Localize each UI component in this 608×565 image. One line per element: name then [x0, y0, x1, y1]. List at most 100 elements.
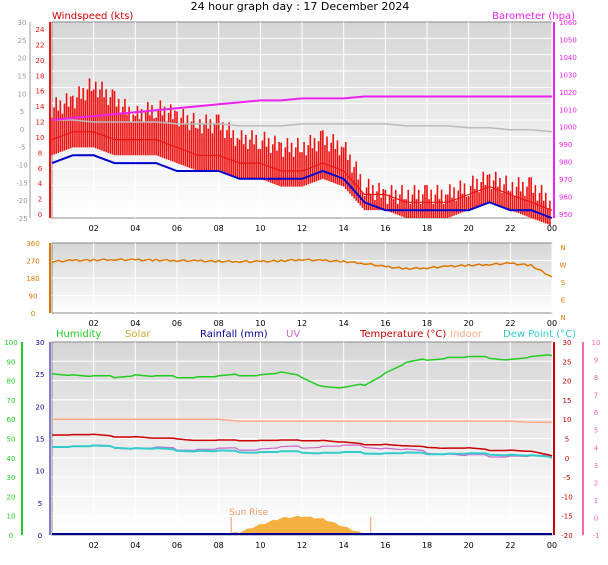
direction-panel-x-tick-label: 08 [214, 319, 224, 328]
direction-compass-label: N [560, 244, 565, 252]
uv-legend-label: UV [286, 329, 300, 340]
humidity-tick-label: 90 [7, 358, 16, 366]
wind-tick-label: 10 [36, 134, 45, 142]
direction-panel-x-tick-label: 20 [464, 319, 474, 328]
barometer-line [51, 95, 552, 121]
humidity-tick-label: 30 [7, 474, 16, 482]
outer-left-tick-label: -15 [16, 179, 27, 187]
rain-tick-label: 5 [38, 500, 42, 508]
humidity-tick-label: 0 [9, 532, 13, 540]
temperature-line [52, 433, 553, 457]
temp-tick-label: 20 [563, 378, 572, 386]
wind-tick-label: 22 [36, 41, 45, 49]
direction-panel-x-tick-label: 18 [422, 319, 432, 328]
wind-panel-x-tick-label: 02 [89, 224, 99, 233]
dew-point-line [52, 444, 553, 459]
direction-panel-x-tick-label: 02 [89, 319, 99, 328]
direction-tick-label: 90 [29, 293, 38, 301]
wind-tick-label: 2 [38, 196, 42, 204]
baro-tick-label: 980 [559, 159, 572, 167]
baro-tick-label: 1020 [559, 89, 577, 97]
humidity-tick-label: 10 [7, 513, 16, 521]
uv-tick-label: 6 [594, 409, 599, 417]
humidity-tick-label: 80 [7, 378, 16, 386]
wind-tick-label: 0 [38, 211, 42, 219]
temp-panel-x-tick-label: 02 [89, 541, 99, 550]
rain-tick-label: 0 [38, 532, 42, 540]
wind-axis-title: Windspeed (kts) [52, 11, 133, 22]
wind-panel-x-tick-label: 22 [505, 224, 515, 233]
direction-panel-x-tick-label: 04 [130, 319, 140, 328]
temp-panel-x-tick-label: 00 [547, 541, 557, 550]
wind-average-line [51, 154, 553, 219]
indoor-legend-label: Indoor [450, 329, 483, 340]
baro-tick-label: 950 [559, 211, 572, 219]
outer-left-tick-label: 15 [18, 72, 27, 80]
baro-tick-label: 1000 [559, 124, 577, 132]
rain-tick-label: 25 [36, 371, 45, 379]
temp-tick-label: 25 [563, 358, 572, 366]
wind-panel-x-tick-label: 12 [297, 224, 307, 233]
outer-left-tick-label: -20 [16, 197, 27, 205]
uv-tick-label: 4 [594, 444, 599, 452]
outer-left-tick-label: 5 [20, 108, 24, 116]
direction-panel-x-tick-label: 22 [505, 319, 515, 328]
temp-tick-label: -5 [564, 474, 571, 482]
uv-tick-label: -1 [593, 532, 600, 540]
wind-tick-label: 8 [38, 149, 42, 157]
wind-tick-label: 14 [36, 103, 45, 111]
outer-left-tick-label: 20 [18, 55, 27, 63]
humidity-tick-label: 20 [7, 493, 16, 501]
direction-panel-x-tick-label: 12 [297, 319, 307, 328]
dew-point-legend-label: Dew Point (°C) [503, 329, 576, 340]
direction-compass-label: W [560, 262, 567, 270]
outer-left-tick-label: 0 [20, 126, 24, 134]
uv-tick-label: 8 [594, 374, 598, 382]
direction-panel-x-tick-label: 00 [547, 319, 557, 328]
rain-tick-label: 20 [36, 403, 45, 411]
baro-tick-label: 1060 [559, 19, 577, 27]
direction-compass-label: N [560, 314, 565, 322]
solar-legend-label: Solar [125, 329, 151, 340]
temp-panel-x-tick-label: 04 [130, 541, 140, 550]
sunrise-annotation: Sun Rise [229, 508, 268, 518]
wind-panel-x-tick-label: 00 [547, 224, 557, 233]
direction-panel-x-tick-label: 16 [380, 319, 390, 328]
temp-tick-label: 15 [563, 397, 572, 405]
temp-panel-x-tick-label: 08 [214, 541, 224, 550]
solar-area [231, 515, 371, 535]
direction-tick-label: 0 [31, 310, 35, 318]
wind-panel-x-tick-label: 20 [464, 224, 474, 233]
temp-tick-label: 0 [565, 455, 569, 463]
wind-tick-label: 4 [38, 180, 43, 188]
temp-tick-label: -20 [561, 532, 572, 540]
indoor-temperature-line [52, 418, 552, 424]
uv-tick-label: 0 [594, 514, 598, 522]
uv-tick-label: 10 [592, 339, 601, 347]
outer-left-tick-label: 30 [18, 19, 27, 27]
wind-tick-label: 18 [36, 72, 45, 80]
uv-tick-label: 5 [594, 427, 598, 435]
outer-left-tick-label: -5 [19, 144, 26, 152]
wind-panel-x-tick-label: 10 [255, 224, 265, 233]
wind-panel-x-tick-label: 14 [339, 224, 349, 233]
wind-direction-line [51, 258, 553, 278]
graph-title: 24 hour graph day : 17 December 2024 [191, 0, 410, 13]
wind-speed-line [51, 131, 553, 211]
wind-panel-x-tick-label: 16 [380, 224, 390, 233]
humidity-line [51, 354, 553, 389]
wind-panel-x-tick-label: 08 [214, 224, 224, 233]
outer-left-tick-label: -25 [16, 215, 27, 223]
outer-left-tick-label: -10 [16, 162, 27, 170]
direction-compass-label: E [561, 297, 565, 305]
direction-panel-x-tick-label: 14 [339, 319, 349, 328]
temp-panel-x-tick-label: 22 [505, 541, 515, 550]
direction-panel-x-tick-label: 06 [172, 319, 182, 328]
temp-panel-x-tick-label: 10 [255, 541, 265, 550]
baro-tick-label: 970 [559, 176, 572, 184]
temp-panel-x-tick-label: 16 [380, 541, 390, 550]
direction-tick-label: 270 [26, 258, 39, 266]
temp-tick-label: 30 [563, 339, 572, 347]
